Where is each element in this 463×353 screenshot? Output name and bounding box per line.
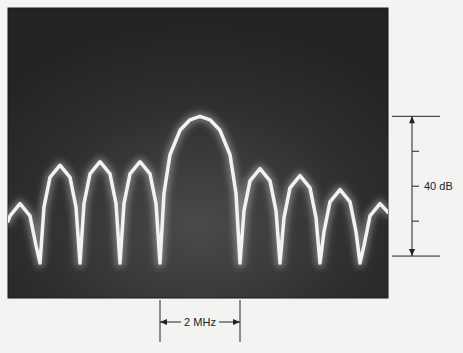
trace (8, 116, 388, 263)
arrowhead (409, 116, 415, 123)
trace-group (8, 116, 388, 263)
bracket-line (160, 300, 161, 342)
y-tick (412, 221, 419, 222)
y-tick (412, 151, 419, 152)
chart: 40 dB 2 MHz (0, 0, 463, 353)
bracket-line (240, 300, 241, 342)
arrowhead (233, 319, 240, 325)
trace-glow (8, 116, 388, 263)
annotation-label: 40 dB (424, 180, 453, 192)
bracket-line (392, 256, 440, 257)
annotation-label: 2 MHz (184, 316, 216, 328)
label-patch (181, 315, 219, 329)
arrowhead (409, 249, 415, 256)
y-tick (412, 186, 419, 187)
bracket-line (392, 116, 440, 117)
arrowhead (160, 319, 167, 325)
plot-frame (8, 8, 388, 298)
